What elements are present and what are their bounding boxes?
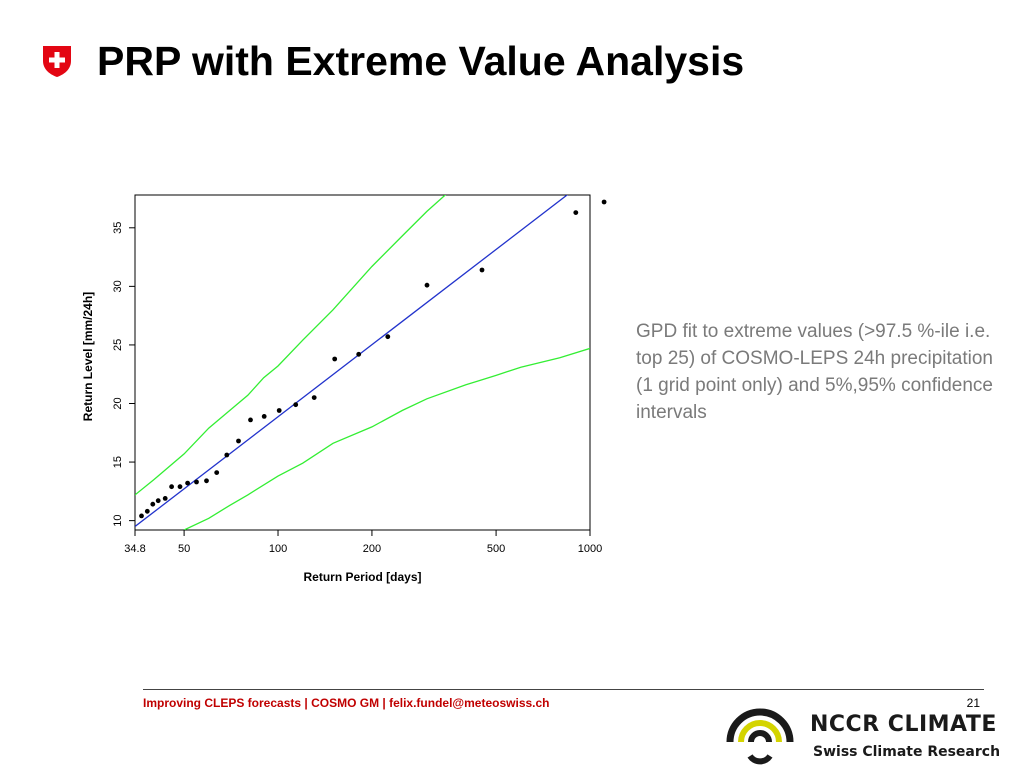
return-level-chart: 34.8 50 100 200 500 1000 10 15 20 25 30 35 Return Pe… [78, 190, 618, 590]
lower-line [183, 347, 590, 530]
y-tick-label: 20 [112, 397, 124, 409]
data-point [424, 282, 430, 288]
data-point [155, 498, 161, 504]
chart-svg: 34.8 50 100 200 500 1000 10 15 20 25 30 35 Return Pe… [81, 194, 607, 584]
data-point [144, 508, 150, 514]
x-tick-label: 50 [178, 543, 190, 555]
data-point [162, 496, 168, 501]
data-point [293, 402, 299, 408]
data-point [224, 452, 230, 458]
footer-divider [143, 689, 984, 690]
data-point [332, 356, 338, 362]
x-tick-label: 1000 [578, 543, 602, 555]
data-point [479, 267, 485, 273]
upper-line [135, 195, 447, 496]
y-tick-label: 10 [112, 515, 124, 527]
data-point [236, 438, 241, 444]
data-point [169, 484, 174, 490]
y-tick-label: 25 [112, 339, 124, 351]
data-point [214, 470, 220, 475]
data-point [601, 199, 607, 205]
x-tick-label: 500 [487, 543, 505, 555]
swiss-flag-icon [43, 46, 71, 77]
page-title: PRP with Extreme Value Analysis [97, 38, 745, 84]
data-point [204, 478, 209, 484]
y-tick-label: 15 [112, 456, 124, 468]
curve-group [135, 195, 590, 530]
y-axis-title: Return Level [mm/24h] [81, 292, 95, 421]
data-point [185, 480, 190, 486]
x-tick-label: 200 [363, 543, 381, 555]
data-point [311, 395, 317, 400]
logo-tagline: Swiss Climate Research [813, 744, 1001, 760]
chart-description: GPD fit to extreme values (>97.5 %-ile i… [636, 321, 994, 423]
data-point [150, 501, 156, 507]
data-point [194, 479, 199, 485]
data-point [261, 414, 267, 419]
nccr-climate-logo-icon [726, 708, 794, 765]
data-point [385, 334, 391, 340]
logo-name: NCCR CLIMATE [810, 712, 997, 737]
data-point [177, 484, 183, 490]
y-tick-label: 30 [112, 280, 124, 292]
fit-line [135, 195, 569, 528]
data-point [276, 408, 282, 413]
page-number: 21 [966, 696, 980, 710]
data-point [356, 351, 362, 357]
plot-frame [134, 194, 591, 531]
y-tick-label: 35 [112, 222, 124, 234]
x-axis-title: Return Period [days] [303, 570, 421, 584]
x-tick-label: 34.8 [124, 543, 145, 555]
x-tick-label: 100 [269, 543, 287, 555]
footer-credit: Improving CLEPS forecasts | COSMO GM | f… [143, 696, 550, 710]
data-point [139, 513, 144, 519]
data-point [573, 210, 579, 215]
data-point [248, 417, 253, 423]
